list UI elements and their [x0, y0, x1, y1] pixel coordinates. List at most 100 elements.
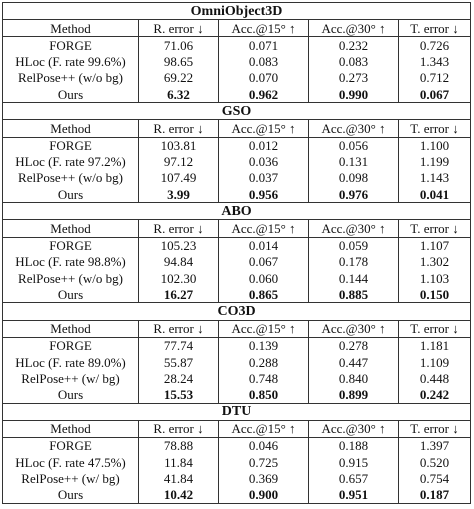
value-cell: 0.447 — [308, 353, 399, 371]
data-row: FORGE 105.23 0.014 0.059 1.107 — [2, 237, 472, 254]
header-row: Method R. error ↓ Acc.@15° ↑ Acc.@30° ↑ T. e… — [2, 320, 472, 338]
data-row: FORGE 103.81 0.012 0.056 1.100 — [2, 137, 472, 154]
method-cell: HLoc (F. rate 97.2%) — [2, 153, 139, 170]
method-cell: RelPose++ (w/o bg) — [2, 69, 139, 86]
header-cell: Acc.@15° ↑ — [218, 219, 309, 238]
value-cell: 77.74 — [138, 337, 219, 354]
method-cell: RelPose++ (w/o bg) — [2, 169, 139, 187]
method-cell: FORGE — [2, 137, 139, 154]
value-cell: 0.976 — [308, 186, 399, 204]
value-cell: 71.06 — [138, 36, 219, 54]
value-cell: 1.100 — [397, 137, 472, 154]
value-cell: 0.083 — [308, 53, 399, 70]
value-cell: 1.103 — [397, 270, 472, 287]
value-cell: 1.302 — [397, 253, 472, 270]
value-cell: 0.850 — [218, 386, 309, 404]
value-cell: 78.88 — [138, 437, 219, 455]
value-cell: 1.107 — [397, 237, 472, 254]
value-cell: 0.150 — [397, 286, 472, 304]
value-cell: 0.083 — [218, 53, 309, 70]
value-cell: 1.343 — [397, 53, 472, 70]
data-row: Ours 15.53 0.850 0.899 0.242 — [2, 386, 472, 404]
value-cell: 0.131 — [308, 153, 399, 170]
value-cell: 97.12 — [138, 153, 219, 170]
value-cell: 0.288 — [218, 353, 309, 371]
value-cell: 0.178 — [308, 253, 399, 270]
value-cell: 0.885 — [308, 286, 399, 304]
method-cell: FORGE — [2, 337, 139, 354]
value-cell: 0.046 — [218, 437, 309, 455]
value-cell: 0.012 — [218, 137, 309, 154]
value-cell: 0.187 — [397, 486, 472, 504]
method-cell: FORGE — [2, 237, 139, 254]
value-cell: 1.181 — [397, 337, 472, 354]
data-row: FORGE 78.88 0.046 0.188 1.397 — [2, 437, 472, 455]
value-cell: 0.242 — [397, 386, 472, 404]
header-cell: R. error ↓ — [138, 119, 219, 138]
data-row: FORGE 77.74 0.139 0.278 1.181 — [2, 337, 472, 354]
data-row: HLoc (F. rate 98.8%) 94.84 0.067 0.178 1.302 — [2, 253, 472, 270]
method-cell: Ours — [2, 486, 139, 504]
method-cell: HLoc (F. rate 99.6%) — [2, 53, 139, 70]
value-cell: 0.725 — [218, 454, 309, 471]
header-cell: Method — [2, 19, 139, 38]
value-cell: 0.041 — [397, 186, 472, 204]
section-title-row: ABO — [1, 202, 472, 221]
value-cell: 0.139 — [218, 337, 309, 354]
method-cell: RelPose++ (w/ bg) — [2, 370, 139, 387]
value-cell: 0.448 — [397, 370, 472, 387]
value-cell: 0.369 — [218, 470, 309, 487]
value-cell: 0.232 — [308, 36, 399, 54]
value-cell: 98.65 — [138, 53, 219, 70]
value-cell: 0.899 — [308, 386, 399, 404]
value-cell: 0.273 — [308, 69, 399, 86]
value-cell: 1.143 — [397, 169, 472, 187]
method-cell: FORGE — [2, 437, 139, 455]
value-cell: 102.30 — [138, 270, 219, 287]
value-cell: 1.109 — [397, 353, 472, 371]
data-row: Ours 10.42 0.900 0.951 0.187 — [2, 486, 472, 504]
data-row: RelPose++ (w/ bg) 41.84 0.369 0.657 0.754 — [2, 470, 472, 487]
section-title-row: DTU — [1, 402, 472, 421]
value-cell: 0.037 — [218, 169, 309, 187]
method-cell: Ours — [2, 85, 139, 104]
header-cell: T. error ↓ — [397, 219, 472, 238]
data-row: Ours 6.32 0.962 0.990 0.067 — [2, 85, 472, 104]
value-cell: 1.397 — [397, 437, 472, 455]
value-cell: 0.748 — [218, 370, 309, 387]
method-cell: HLoc (F. rate 98.8%) — [2, 253, 139, 270]
header-row: Method R. error ↓ Acc.@15° ↑ Acc.@30° ↑ T. e… — [2, 119, 472, 138]
value-cell: 3.99 — [138, 186, 219, 204]
value-cell: 105.23 — [138, 237, 219, 254]
value-cell: 16.27 — [138, 286, 219, 304]
header-cell: Acc.@15° ↑ — [218, 19, 309, 38]
method-cell: Ours — [2, 286, 139, 304]
value-cell: 0.067 — [218, 253, 309, 270]
value-cell: 0.014 — [218, 237, 309, 254]
header-cell: Method — [2, 119, 139, 138]
data-row: Ours 16.27 0.865 0.885 0.150 — [2, 286, 472, 304]
value-cell: 1.199 — [397, 153, 472, 170]
header-cell: R. error ↓ — [138, 320, 219, 338]
section-title-row: CO3D — [1, 302, 472, 321]
data-row: RelPose++ (w/o bg) 102.30 0.060 0.144 1.103 — [2, 270, 472, 287]
section-title: GSO — [1, 102, 472, 121]
value-cell: 0.990 — [308, 85, 399, 104]
data-row: HLoc (F. rate 47.5%) 11.84 0.725 0.915 0.520 — [2, 454, 472, 471]
value-cell: 0.278 — [308, 337, 399, 354]
header-cell: Acc.@15° ↑ — [218, 119, 309, 138]
value-cell: 6.32 — [138, 85, 219, 104]
header-cell: R. error ↓ — [138, 420, 219, 438]
value-cell: 0.712 — [397, 69, 472, 86]
value-cell: 0.059 — [308, 237, 399, 254]
data-row: RelPose++ (w/ bg) 28.24 0.748 0.840 0.448 — [2, 370, 472, 387]
data-row: RelPose++ (w/o bg) 69.22 0.070 0.273 0.712 — [2, 69, 472, 86]
value-cell: 103.81 — [138, 137, 219, 154]
value-cell: 0.956 — [218, 186, 309, 204]
method-cell: Ours — [2, 386, 139, 404]
value-cell: 11.84 — [138, 454, 219, 471]
value-cell: 94.84 — [138, 253, 219, 270]
header-cell: Method — [2, 420, 139, 438]
section-title-row: GSO — [1, 102, 472, 121]
section-title: CO3D — [1, 302, 472, 321]
